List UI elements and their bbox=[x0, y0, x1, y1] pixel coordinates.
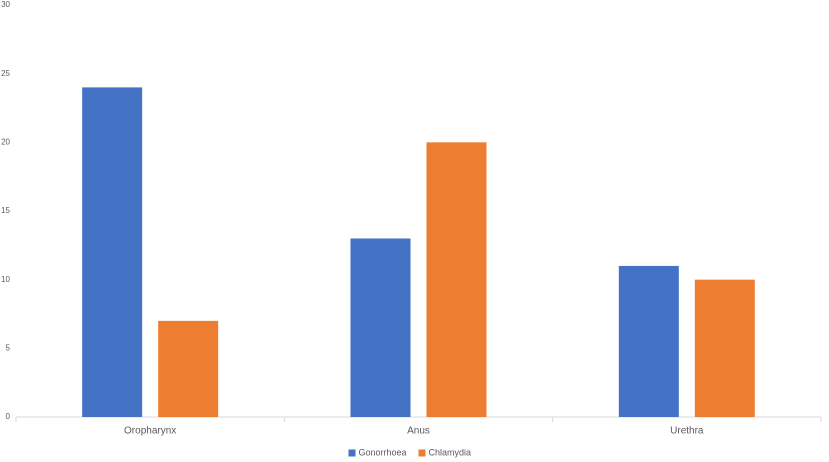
y-tick-label: 10 bbox=[1, 275, 10, 284]
bar bbox=[694, 279, 755, 417]
bar bbox=[82, 87, 143, 418]
y-tick-label: 5 bbox=[6, 343, 11, 352]
y-tick-label: 30 bbox=[1, 0, 10, 9]
bar bbox=[350, 238, 411, 417]
legend-swatch bbox=[348, 449, 356, 457]
y-tick-label: 15 bbox=[1, 206, 10, 215]
x-tick-label: Anus bbox=[407, 426, 430, 437]
y-tick-label: 0 bbox=[6, 412, 11, 421]
bar bbox=[158, 320, 219, 417]
bar bbox=[618, 265, 679, 417]
legend-label: Chlamydia bbox=[429, 447, 472, 457]
x-tick-label: Oropharynx bbox=[124, 426, 176, 437]
y-tick-label: 20 bbox=[1, 137, 10, 146]
legend-swatch bbox=[418, 449, 426, 457]
x-tick-label: Urethra bbox=[670, 426, 704, 437]
bar bbox=[426, 142, 487, 418]
y-tick-label: 25 bbox=[1, 69, 10, 78]
legend-label: Gonorrhoea bbox=[359, 447, 407, 457]
